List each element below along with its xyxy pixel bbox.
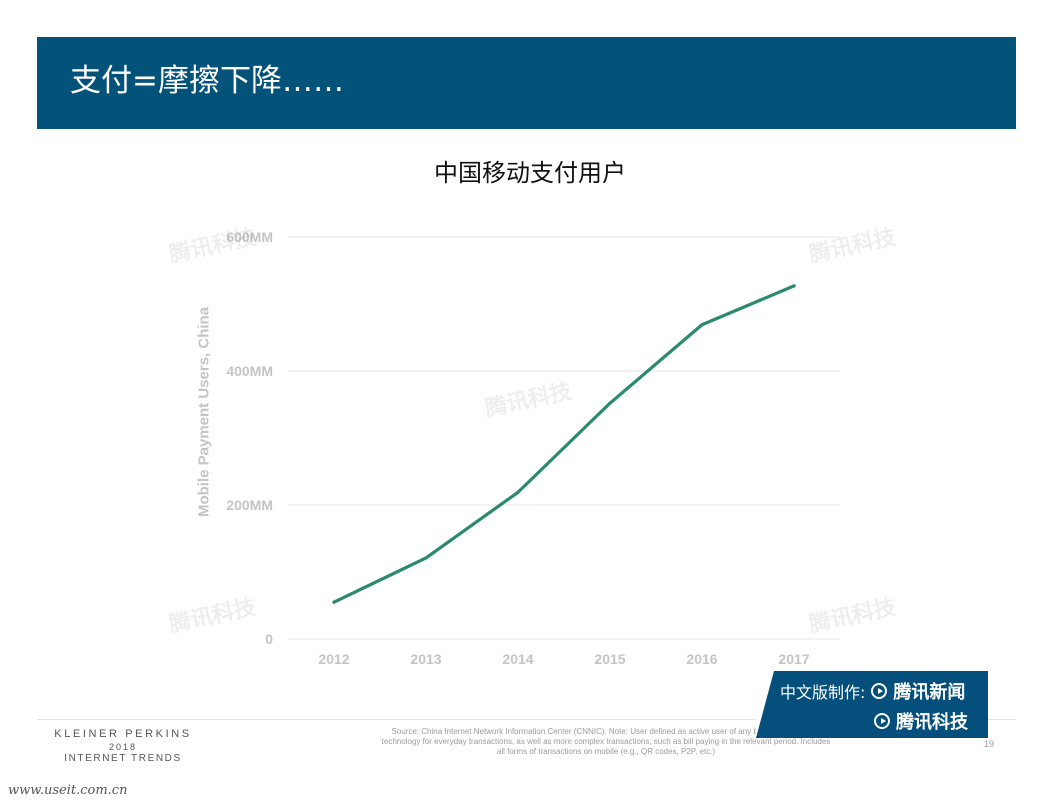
footer-divider	[37, 719, 1016, 720]
data-point	[608, 401, 612, 405]
y-tick-label: 600MM	[226, 229, 273, 245]
credit-prefix: 中文版制作:	[780, 683, 866, 702]
credit-row-tech: 腾讯科技	[874, 708, 968, 734]
data-point	[332, 600, 336, 604]
x-tick-label: 2017	[778, 651, 809, 667]
data-point	[792, 284, 796, 288]
title-bar: 支付=摩擦下降……	[37, 37, 1016, 129]
x-tick-label: 2013	[410, 651, 441, 667]
credit-row-news: 中文版制作: 腾讯新闻	[780, 678, 965, 704]
x-tick-label: 2015	[594, 651, 625, 667]
kleiner-perkins-logo: KLEINER PERKINS 2018 INTERNET TRENDS	[48, 728, 198, 764]
logo-line-3: INTERNET TRENDS	[64, 753, 182, 764]
logo-line-2: 2018	[108, 742, 138, 752]
x-tick-label: 2012	[318, 651, 349, 667]
y-tick-label: 0	[265, 631, 273, 647]
y-tick-label: 400MM	[226, 363, 273, 379]
tencent-logo-icon	[874, 713, 890, 729]
y-tick-label: 200MM	[226, 497, 273, 513]
credit-box: 中文版制作: 腾讯新闻 腾讯科技	[756, 671, 988, 738]
credit-brand-news: 腾讯新闻	[893, 682, 966, 703]
page-number: 19	[984, 739, 995, 749]
credit-brand-tech: 腾讯科技	[896, 712, 968, 733]
tencent-logo-icon	[871, 683, 888, 699]
x-tick-label: 2014	[502, 651, 533, 667]
data-point	[516, 490, 520, 494]
y-axis-label: Mobile Payment Users, China	[195, 306, 213, 518]
data-point	[700, 323, 704, 327]
x-tick-label: 2016	[686, 651, 717, 667]
site-url: www.useit.com.cn	[8, 783, 128, 798]
chart-title: 中国移动支付用户	[434, 159, 626, 187]
source-note: Source: China Internet Network Informati…	[381, 727, 831, 756]
logo-line-1: KLEINER PERKINS	[54, 728, 192, 740]
series-line	[332, 284, 796, 604]
page-title: 支付=摩擦下降……	[70, 63, 344, 99]
data-point	[424, 556, 428, 560]
